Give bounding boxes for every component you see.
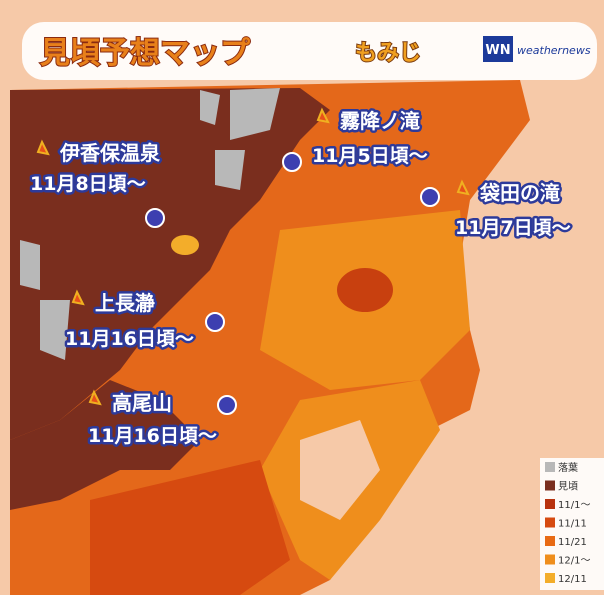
legend-swatch: [545, 499, 555, 509]
legend-swatch: [545, 573, 555, 583]
spot-date: 11月5日頃～: [312, 145, 428, 167]
legend-label: 落葉: [558, 461, 578, 474]
map: 見頃予想マップ もみじ WN weathernews 伊香保温泉 11月8日頃～ 霧…: [0, 0, 604, 595]
spot-name: 伊香保温泉: [59, 141, 161, 165]
spot-marker: [206, 313, 224, 331]
title: 見頃予想マップ: [40, 36, 251, 71]
legend-label: 11/11: [558, 519, 587, 530]
spot-marker: [218, 396, 236, 414]
legend-swatch: [545, 462, 555, 472]
spot-marker: [421, 188, 439, 206]
spot-date: 11月7日頃～: [455, 217, 571, 239]
spot-name: 袋田の滝: [479, 181, 560, 205]
spot-marker: [283, 153, 301, 171]
legend-swatch: [545, 536, 555, 546]
brand-mark: WN: [485, 43, 510, 58]
spot-date: 11月16日頃～: [65, 328, 194, 350]
legend-label: 11/1～: [558, 500, 590, 511]
legend-label: 11/21: [558, 537, 587, 548]
legend-swatch: [545, 481, 555, 491]
legend-swatch: [545, 518, 555, 528]
brand-name: weathernews: [517, 44, 591, 57]
legend-label: 12/1～: [558, 556, 590, 567]
spot-name: 高尾山: [112, 391, 172, 415]
legend-label: 12/11: [558, 574, 587, 585]
legend-label: 見頃: [558, 481, 578, 493]
legend-swatch: [545, 555, 555, 565]
spot-date: 11月16日頃～: [88, 425, 217, 447]
spot-name: 霧降ノ滝: [339, 109, 420, 133]
spot-name: 上長瀞: [95, 291, 155, 315]
spot-marker: [146, 209, 164, 227]
subtitle: もみじ: [355, 41, 421, 66]
spot-date: 11月8日頃～: [30, 173, 146, 195]
